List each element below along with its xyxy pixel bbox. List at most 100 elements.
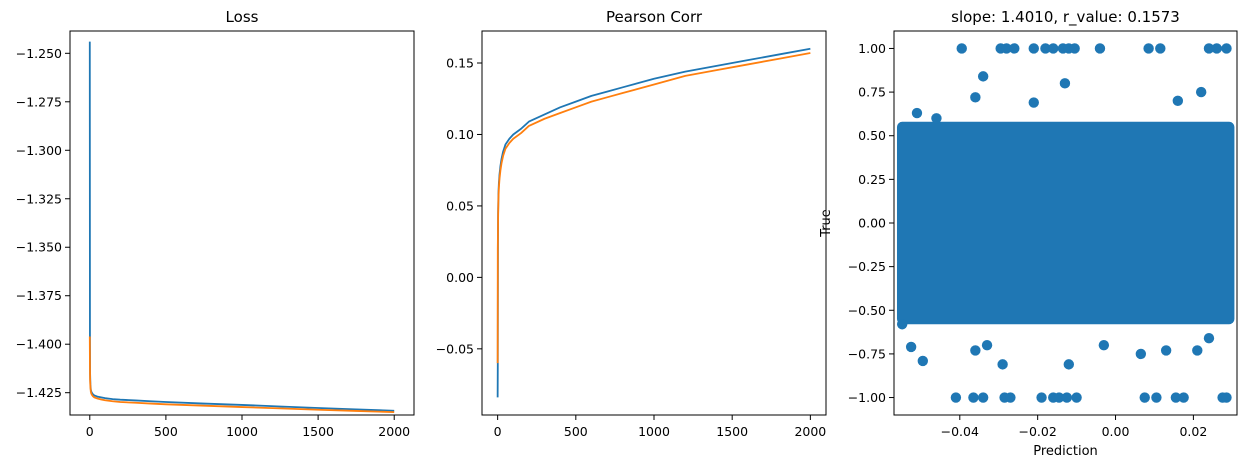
x-axis-label: Prediction xyxy=(1033,444,1098,459)
series-line-1 xyxy=(496,47,811,398)
series-line-1 xyxy=(88,41,395,412)
x-tick-label: 0.00 xyxy=(1102,424,1130,439)
scatter-point xyxy=(1203,333,1215,344)
x-tick-label: −0.02 xyxy=(1019,424,1057,439)
scatter-point xyxy=(1005,392,1016,403)
scatter-point xyxy=(896,319,908,330)
x-tick-label: −0.04 xyxy=(941,424,979,439)
scatter-point xyxy=(1211,43,1222,54)
scatter-point xyxy=(1155,43,1166,54)
y-tick-label: −1.275 xyxy=(16,94,62,109)
y-tick-label: 0.75 xyxy=(858,85,886,100)
scatter-point xyxy=(1063,359,1075,370)
y-tick-label: 0.00 xyxy=(858,216,886,231)
y-tick-label: −0.05 xyxy=(436,341,474,356)
y-tick-label: 0.25 xyxy=(858,172,886,187)
y-tick-label: 0.50 xyxy=(858,128,886,143)
plot-marks xyxy=(88,41,395,413)
y-tick-label: −1.325 xyxy=(16,191,62,206)
scatter-point xyxy=(1151,392,1162,403)
y-tick-label: 0.05 xyxy=(446,198,474,213)
scatter-point xyxy=(1195,86,1207,98)
y-tick-label: −0.50 xyxy=(848,303,886,318)
scatter-point xyxy=(1001,43,1012,54)
series-line-2 xyxy=(88,336,395,413)
scatter-point xyxy=(1139,392,1150,403)
x-tick-label: 1000 xyxy=(638,424,670,439)
scatter-chart: −0.04 −0.02 0.00 0.02 −1.00 −0.75 −0.50 −0.25 0.… xyxy=(819,8,1238,459)
scatter-point xyxy=(1160,345,1172,356)
scatter-point xyxy=(1028,43,1039,54)
scatter-point xyxy=(1192,345,1203,356)
scatter-point xyxy=(1048,43,1059,54)
scatter-point xyxy=(950,392,962,403)
y-tick-label: 0.15 xyxy=(446,56,474,71)
scatter-point xyxy=(1135,348,1147,360)
scatter-point xyxy=(977,392,989,403)
y-tick-label: −0.25 xyxy=(848,259,886,274)
scatter-point xyxy=(1170,392,1182,403)
scatter-point xyxy=(956,43,967,54)
scatter-point xyxy=(968,392,979,403)
chart-title: Loss xyxy=(226,8,259,26)
y-tick-label: −1.350 xyxy=(16,240,62,255)
x-tick-label: 500 xyxy=(154,424,178,439)
x-tick-label: 500 xyxy=(564,424,588,439)
scatter-point xyxy=(917,355,929,367)
y-tick-label: −1.250 xyxy=(16,46,62,61)
scatter-point xyxy=(1203,43,1215,54)
y-tick-label: −1.375 xyxy=(16,288,62,303)
scatter-point xyxy=(1040,43,1051,54)
scatter-point xyxy=(1028,97,1039,108)
scatter-point xyxy=(1178,392,1189,403)
y-tick-label: 1.00 xyxy=(858,41,886,56)
plot-marks xyxy=(496,47,811,398)
x-tick-label: 2000 xyxy=(378,424,410,439)
y-tick-label: −1.300 xyxy=(16,143,62,158)
axes-frame xyxy=(69,30,415,416)
scatter-point xyxy=(905,341,917,353)
scatter-point xyxy=(931,113,942,124)
loss-chart: 0 500 1000 1500 2000 −1.425 −1.400 −1.375 −1.350… xyxy=(16,8,415,439)
chart-title: Pearson Corr xyxy=(606,8,703,26)
scatter-point xyxy=(1143,43,1154,54)
scatter-point xyxy=(911,107,923,119)
x-tick-label: 1500 xyxy=(716,424,748,439)
scatter-point xyxy=(1053,392,1065,403)
pearson-corr-chart: 0 500 1000 1500 2000 −0.05 0.00 0.05 0.10 0.15 Pea… xyxy=(436,8,827,439)
scatter-point xyxy=(1069,43,1080,54)
x-tick-label: 1000 xyxy=(226,424,258,439)
scatter-point xyxy=(1172,95,1184,107)
scatter-point xyxy=(970,92,981,103)
scatter-point xyxy=(1094,43,1106,54)
scatter-point xyxy=(1098,339,1110,351)
scatter-point xyxy=(1221,43,1232,54)
scatter-point xyxy=(977,71,989,82)
scatter-point xyxy=(1061,392,1073,403)
y-tick-label: −1.425 xyxy=(16,385,62,400)
x-tick-label: 0.02 xyxy=(1179,424,1207,439)
x-tick-label: 0 xyxy=(494,424,502,439)
x-tick-label: 1500 xyxy=(302,424,334,439)
scatter-dense-cloud xyxy=(896,121,1235,325)
x-tick-label: 0 xyxy=(86,424,94,439)
x-tick-label: 2000 xyxy=(794,424,826,439)
y-tick-label: −1.00 xyxy=(848,390,886,405)
y-tick-label: −1.400 xyxy=(16,337,62,352)
scatter-point xyxy=(997,359,1008,370)
chart-title: slope: 1.4010, r_value: 0.1573 xyxy=(951,8,1180,27)
scatter-point xyxy=(1221,392,1232,403)
y-tick-label: 0.00 xyxy=(446,270,474,285)
scatter-point xyxy=(970,345,981,356)
scatter-point xyxy=(981,339,993,351)
y-tick-label: −0.75 xyxy=(848,346,886,361)
scatter-point xyxy=(1009,43,1020,54)
scatter-point xyxy=(1036,392,1047,403)
series-line-2 xyxy=(496,52,811,364)
scatter-point xyxy=(1059,78,1071,89)
y-tick-label: 0.10 xyxy=(446,127,474,142)
y-axis-label: True xyxy=(819,209,834,238)
scatter-point xyxy=(1071,392,1082,403)
plot-marks xyxy=(896,43,1235,403)
